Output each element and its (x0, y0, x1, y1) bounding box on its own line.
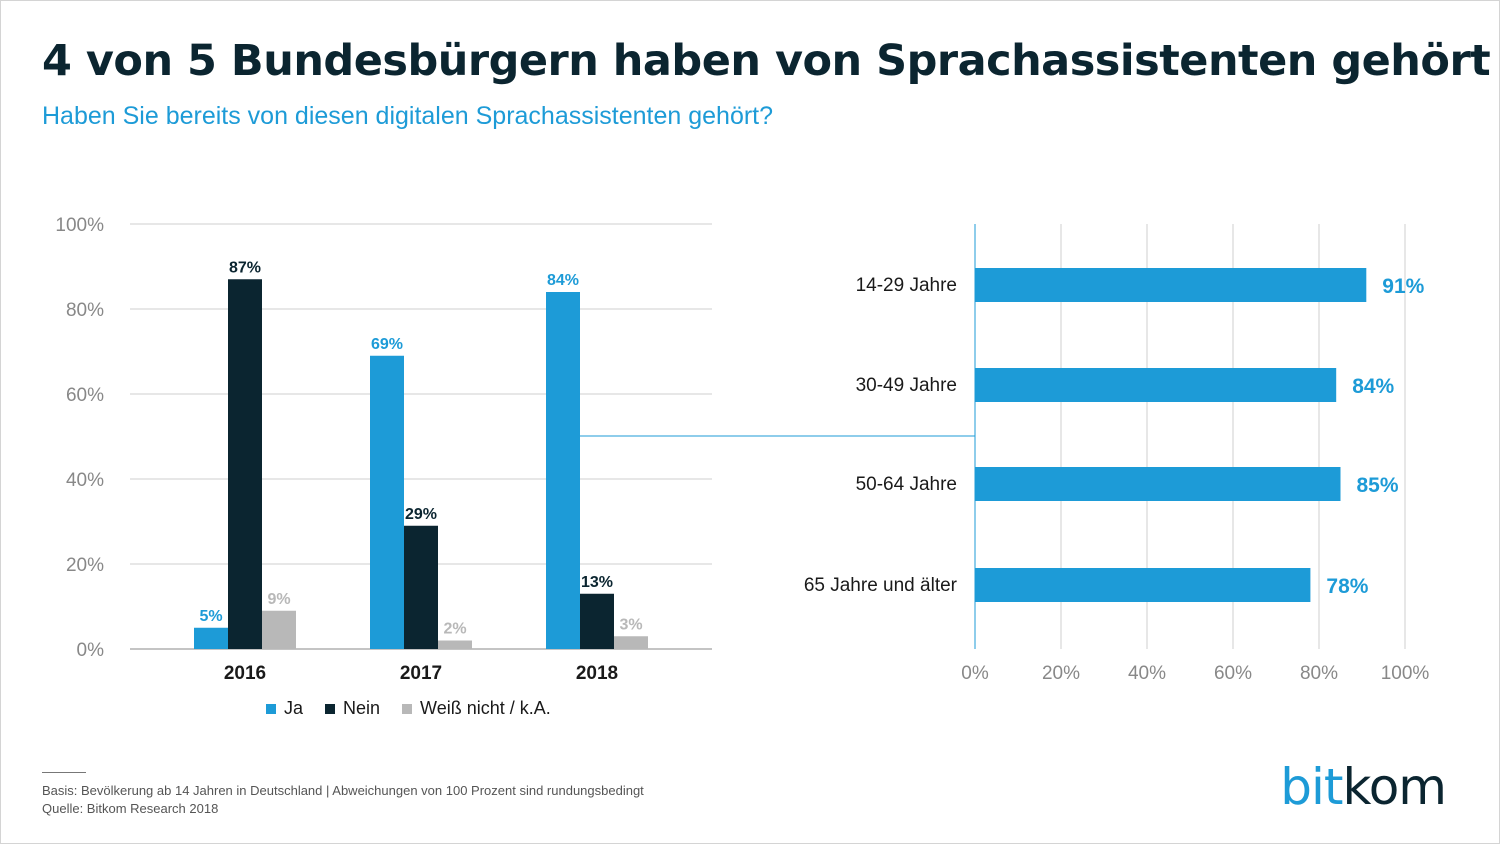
hbar (975, 268, 1367, 302)
legend-swatch-nein (325, 703, 336, 714)
legend-item-ja: Ja (266, 698, 303, 719)
legend-swatch-weiss (402, 703, 413, 714)
x-tick-label: 80% (1300, 663, 1338, 684)
x-tick-label: 40% (1128, 663, 1166, 684)
y-tick-label: 80% (66, 300, 104, 321)
data-label-weiss: 3% (619, 616, 642, 633)
y-tick-label: 0% (77, 640, 105, 661)
logo-part-bit: bit (1280, 758, 1343, 816)
data-label-weiss: 2% (443, 621, 466, 638)
hbar-data-label: 91% (1382, 275, 1424, 298)
hbar-category-label: 14-29 Jahre (856, 275, 957, 296)
chart-title: 4 von 5 Bundesbürgern haben von Sprachas… (42, 36, 1491, 86)
data-label-nein: 87% (229, 259, 261, 276)
x-category-label: 2016 (224, 663, 266, 684)
x-category-label: 2018 (576, 663, 618, 684)
legend-label-nein: Nein (343, 698, 381, 718)
hbar (975, 368, 1337, 402)
data-label-ja: 84% (547, 272, 579, 289)
chart-subtitle: Haben Sie bereits von diesen digitalen S… (42, 102, 774, 130)
hbar-data-label: 85% (1357, 474, 1399, 497)
x-tick-label: 20% (1042, 663, 1080, 684)
footnote-source: Quelle: Bitkom Research 2018 (42, 801, 219, 816)
hbar (975, 467, 1341, 501)
bar-ja (370, 355, 404, 649)
bar-nein (580, 593, 614, 649)
bar-weiss (262, 610, 296, 649)
y-tick-label: 100% (55, 215, 104, 236)
hbar-category-label: 50-64 Jahre (856, 474, 957, 495)
legend-label-ja: Ja (284, 698, 304, 718)
bitkom-logo: bitkom (1280, 762, 1447, 812)
bar-ja (546, 292, 580, 649)
data-label-weiss: 9% (267, 591, 290, 608)
hbar-data-label: 84% (1352, 375, 1394, 398)
legend-item-weiss: Weiß nicht / k.A. (402, 698, 551, 719)
data-label-nein: 13% (581, 574, 613, 591)
bar-weiss (438, 640, 472, 649)
bar-ja (194, 627, 228, 649)
footnote-basis: Basis: Bevölkerung ab 14 Jahren in Deuts… (42, 783, 644, 798)
data-label-ja: 5% (199, 608, 222, 625)
legend-item-nein: Nein (325, 698, 380, 719)
x-tick-label: 0% (961, 663, 989, 684)
legend-swatch-ja (266, 703, 276, 714)
bar-nein (404, 525, 438, 649)
legend: Ja Nein Weiß nicht / k.A. (266, 698, 551, 719)
hbar-category-label: 30-49 Jahre (856, 375, 957, 396)
legend-label-weiss: Weiß nicht / k.A. (420, 698, 551, 718)
data-label-nein: 29% (405, 506, 437, 523)
hbar-data-label: 78% (1326, 575, 1368, 598)
x-tick-label: 60% (1214, 663, 1252, 684)
hbar (975, 568, 1311, 602)
hbar-category-label: 65 Jahre und älter (804, 575, 958, 596)
footnote-divider (42, 772, 86, 773)
logo-part-kom: kom (1342, 758, 1447, 816)
y-tick-label: 40% (66, 470, 104, 491)
bar-nein (228, 279, 262, 649)
bar-weiss (614, 636, 648, 649)
y-tick-label: 60% (66, 385, 104, 406)
y-tick-label: 20% (66, 555, 104, 576)
x-category-label: 2017 (400, 663, 442, 684)
x-tick-label: 100% (1381, 663, 1430, 684)
data-label-ja: 69% (371, 336, 403, 353)
